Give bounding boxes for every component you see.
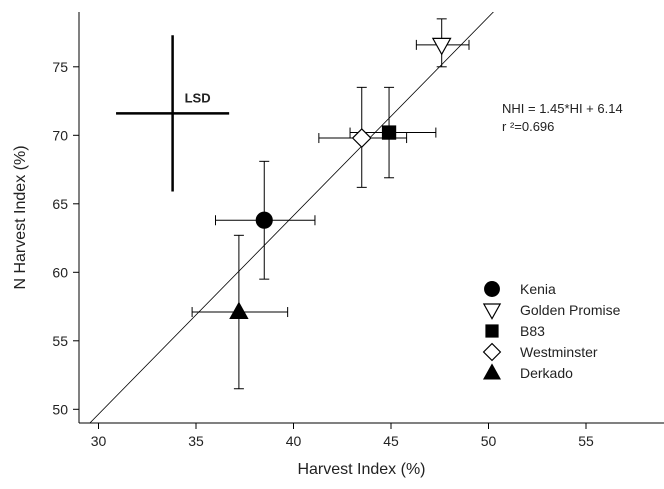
y-tick-label: 65 [52, 196, 68, 212]
x-tick-label: 45 [383, 433, 399, 449]
y-tick-label: 70 [52, 127, 68, 143]
x-tick-label: 35 [188, 433, 204, 449]
x-tick-label: 40 [286, 433, 302, 449]
legend-marker-b83 [485, 324, 499, 338]
x-tick-label: 30 [91, 433, 107, 449]
x-axis-label: Harvest Index (%) [297, 461, 425, 478]
legend-marker-kenia [484, 281, 500, 297]
legend-label-derkado: Derkado [520, 365, 573, 381]
x-tick-label: 50 [481, 433, 497, 449]
lsd-label: LSD [185, 90, 211, 105]
y-axis-label: N Harvest Index (%) [12, 145, 29, 289]
legend-marker-westminster [482, 342, 502, 362]
y-tick-label: 50 [52, 401, 68, 417]
legend-label-westminster: Westminster [520, 344, 598, 360]
golden-promise-point [431, 37, 452, 56]
regression-equation: NHI = 1.45*HI + 6.14 [502, 101, 623, 116]
y-tick-label: 55 [52, 333, 68, 349]
y-tick-label: 75 [52, 59, 68, 75]
x-tick-label: 55 [578, 433, 594, 449]
legend-label-golden-promise: Golden Promise [520, 302, 621, 318]
b83-point [381, 125, 397, 140]
y-tick-label: 60 [52, 264, 68, 280]
kenia-point [255, 211, 273, 229]
legend-marker-derkado [482, 363, 502, 380]
derkado-point [229, 301, 249, 320]
r-squared-label: r ²=0.696 [502, 119, 554, 134]
legend-marker-golden-promise [482, 303, 502, 320]
legend-label-kenia: Kenia [520, 281, 556, 297]
legend-label-b83: B83 [520, 323, 545, 339]
westminster-point [351, 128, 372, 148]
regression-line [89, 12, 494, 423]
plot-area: 30 35 40 45 50 55 50 55 60 65 70 75 Harvest Index (%… [12, 12, 664, 478]
